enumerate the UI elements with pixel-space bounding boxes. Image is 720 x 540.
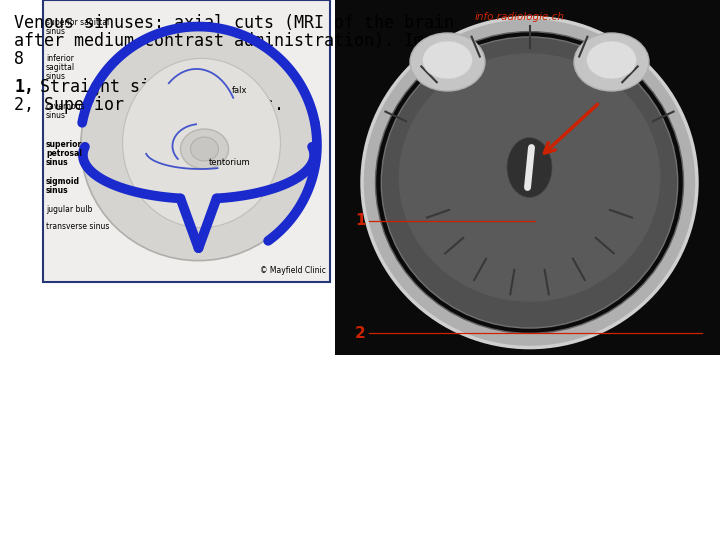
Ellipse shape bbox=[410, 33, 485, 91]
Text: tentorium: tentorium bbox=[209, 158, 250, 167]
Ellipse shape bbox=[191, 137, 218, 161]
Text: Straight sinus.: Straight sinus. bbox=[30, 78, 190, 96]
Text: 8: 8 bbox=[14, 50, 24, 68]
Text: falx: falx bbox=[232, 86, 247, 95]
Text: 1,: 1, bbox=[14, 78, 34, 96]
Text: sinus: sinus bbox=[46, 111, 66, 120]
Text: © Mayfield Clinic: © Mayfield Clinic bbox=[260, 266, 326, 275]
Text: sinus: sinus bbox=[46, 27, 66, 36]
Ellipse shape bbox=[587, 41, 636, 79]
Bar bbox=[43, 0, 330, 282]
Ellipse shape bbox=[376, 32, 683, 333]
Text: 2: 2 bbox=[355, 326, 366, 341]
Text: jugular bulb: jugular bulb bbox=[46, 205, 92, 214]
Text: transverse sinus: transverse sinus bbox=[46, 222, 109, 231]
Text: 1: 1 bbox=[355, 213, 366, 228]
Text: superior: superior bbox=[46, 140, 82, 149]
Text: cavernous: cavernous bbox=[46, 102, 86, 111]
Text: sigmoid: sigmoid bbox=[46, 177, 80, 186]
Text: sinus: sinus bbox=[46, 72, 66, 81]
Ellipse shape bbox=[423, 41, 472, 79]
Text: 2, Superior sagittal sinus.: 2, Superior sagittal sinus. bbox=[14, 96, 284, 114]
Ellipse shape bbox=[399, 53, 660, 302]
Ellipse shape bbox=[507, 138, 552, 198]
Ellipse shape bbox=[574, 33, 649, 91]
Ellipse shape bbox=[122, 58, 280, 227]
Text: superior sagittal: superior sagittal bbox=[46, 18, 109, 27]
Text: after medium contrast administration). Image: after medium contrast administration). I… bbox=[14, 32, 454, 50]
Bar bbox=[335, 0, 720, 355]
Ellipse shape bbox=[81, 29, 316, 261]
Text: sinus: sinus bbox=[46, 186, 68, 195]
Text: sinus: sinus bbox=[46, 158, 68, 167]
Ellipse shape bbox=[181, 129, 228, 169]
Text: info.radiologie.ch: info.radiologie.ch bbox=[474, 12, 564, 22]
Ellipse shape bbox=[382, 37, 678, 328]
Ellipse shape bbox=[362, 17, 697, 348]
Text: Venous sinuses: axial cuts (MRI of the brain: Venous sinuses: axial cuts (MRI of the b… bbox=[14, 14, 454, 32]
Text: sagittal: sagittal bbox=[46, 63, 75, 72]
Text: inferior: inferior bbox=[46, 54, 74, 63]
Text: petrosal: petrosal bbox=[46, 149, 82, 158]
